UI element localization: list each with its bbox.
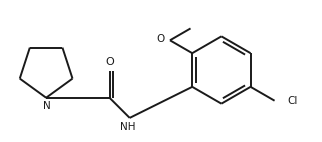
- Text: Cl: Cl: [288, 96, 298, 106]
- Text: NH: NH: [120, 122, 136, 132]
- Text: O: O: [157, 34, 165, 44]
- Text: O: O: [105, 57, 114, 67]
- Text: N: N: [43, 101, 51, 111]
